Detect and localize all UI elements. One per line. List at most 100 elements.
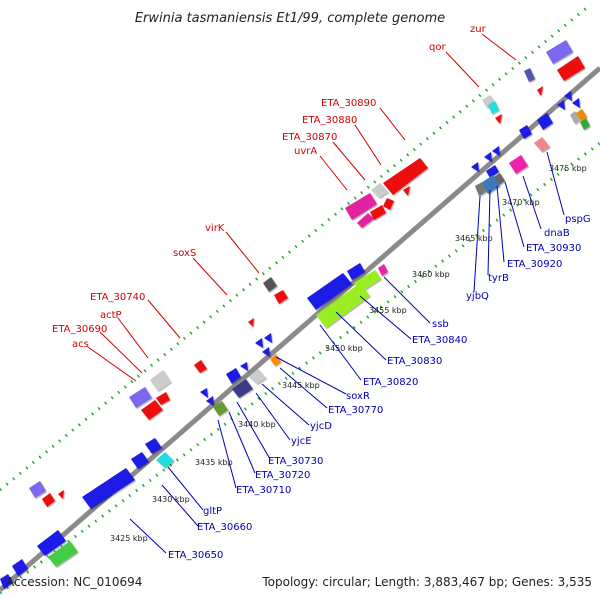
gene-feature: [383, 158, 428, 195]
gene-feature: [240, 362, 248, 371]
gene-feature: [495, 114, 502, 124]
gene-feature: [345, 193, 377, 220]
gene-feature: [371, 183, 388, 198]
kbp-tick-label: 3440 kbp: [238, 420, 276, 429]
gene-label: ETA_30890: [321, 98, 376, 109]
gene-feature: [378, 264, 388, 276]
gene-label: dnaB: [544, 228, 570, 239]
gene-feature: [213, 401, 228, 416]
gene-label: ETA_30710: [236, 485, 291, 496]
gene-feature: [156, 452, 174, 468]
gene-feature: [58, 490, 64, 499]
gene-label: ETA_30840: [412, 335, 467, 346]
gene-feature: [48, 541, 78, 567]
gene-feature: [156, 392, 170, 405]
gene-feature: [37, 530, 66, 556]
gene-feature: [141, 400, 163, 420]
gene-feature: [576, 109, 587, 121]
gene-label: pspG: [565, 214, 591, 225]
gene-feature: [580, 118, 590, 130]
dotted-guides: [0, 3, 600, 595]
map-title: Erwinia tasmaniensis Et1/99, complete ge…: [135, 11, 445, 26]
gene-feature: [383, 198, 394, 210]
gene-label: ETA_30720: [255, 470, 310, 481]
gene-label: tyrB: [488, 273, 509, 284]
gene-feature: [42, 493, 55, 507]
gene-feature: [263, 277, 277, 292]
gene-label: yjcD: [310, 421, 332, 432]
gene-feature: [131, 452, 149, 469]
gene-feature: [546, 40, 573, 64]
gene-feature: [572, 98, 580, 108]
gene-label: ETA_30880: [302, 115, 357, 126]
gene-label: ETA_30820: [363, 377, 418, 388]
gene-feature: [557, 56, 585, 81]
gene-feature: [249, 369, 266, 384]
gene-feature: [570, 111, 580, 124]
gene-label: uvrA: [294, 146, 317, 157]
gene-feature: [557, 100, 565, 110]
gene-feature: [488, 101, 499, 114]
gene-feature: [519, 125, 532, 139]
kbp-tick-label: 3450 kbp: [325, 344, 363, 353]
gene-feature: [270, 354, 281, 366]
gene-label: ETA_30660: [197, 522, 252, 533]
gene-feature: [255, 338, 263, 348]
gene-label: ETA_30770: [328, 405, 383, 416]
gene-label: ETA_30730: [268, 456, 323, 467]
gene-feature: [82, 468, 135, 509]
kbp-tick-label: 3470 kbp: [502, 198, 540, 207]
gene-feature: [509, 155, 528, 174]
accession-label: Accession: NC_010694: [6, 575, 143, 589]
gene-label: ETA_30930: [526, 243, 581, 254]
reverse-gene-labels: ETA_30650 ETA_30660 gltP ETA_30710 ETA_3…: [129, 151, 591, 561]
gene-label: acs: [72, 339, 89, 350]
gene-feature: [494, 173, 505, 185]
forward-strand-genes: [29, 40, 585, 507]
gene-feature: [537, 113, 553, 130]
gene-feature: [403, 186, 410, 196]
gene-label: yjcE: [291, 436, 312, 447]
inner-guide-line: [0, 141, 600, 595]
gene-feature: [248, 318, 254, 327]
gene-label: ETA_30740: [90, 292, 145, 303]
gene-feature: [194, 360, 207, 373]
gene-feature: [12, 559, 28, 576]
gene-label: soxS: [173, 248, 196, 259]
gene-feature: [486, 165, 499, 178]
kbp-tick-label: 3435 kbp: [195, 458, 233, 467]
forward-gene-labels: acs ETA_30690 actP ETA_30740 soxS virK u…: [52, 24, 517, 382]
gene-label: ssb: [432, 319, 449, 330]
kbp-tick-label: 3460 kbp: [412, 270, 450, 279]
gene-feature: [354, 270, 381, 292]
gene-feature: [471, 162, 479, 172]
gene-feature: [206, 396, 214, 406]
gene-feature: [274, 290, 288, 304]
gene-feature: [564, 91, 572, 101]
gene-feature: [357, 213, 374, 228]
gene-feature: [481, 175, 500, 194]
gene-feature: [537, 86, 543, 96]
kbp-tick-label: 3425 kbp: [110, 534, 148, 543]
gene-feature: [484, 152, 492, 162]
gene-label: gltP: [203, 506, 222, 517]
kbp-tick-label: 3430 kbp: [152, 495, 190, 504]
gene-feature: [534, 137, 550, 152]
gene-feature: [0, 574, 13, 589]
gene-feature: [492, 146, 500, 156]
gene-feature: [524, 68, 535, 82]
gene-feature: [262, 347, 270, 357]
gene-feature: [150, 370, 171, 391]
gene-label: qor: [429, 42, 446, 53]
kbp-scale: 3425 kbp 3430 kbp 3435 kbp 3440 kbp 3445…: [110, 164, 587, 543]
reverse-strand-genes: [0, 91, 590, 589]
gene-label: soxR: [346, 391, 370, 402]
gene-feature: [29, 481, 46, 498]
gene-feature: [226, 368, 241, 384]
genome-summary: Topology: circular; Length: 3,883,467 bp…: [262, 575, 592, 589]
gene-label: zur: [470, 24, 487, 35]
gene-label: ETA_30690: [52, 324, 107, 335]
gene-label: yjbQ: [466, 291, 489, 302]
kbp-tick-label: 3455 kbp: [369, 306, 407, 315]
